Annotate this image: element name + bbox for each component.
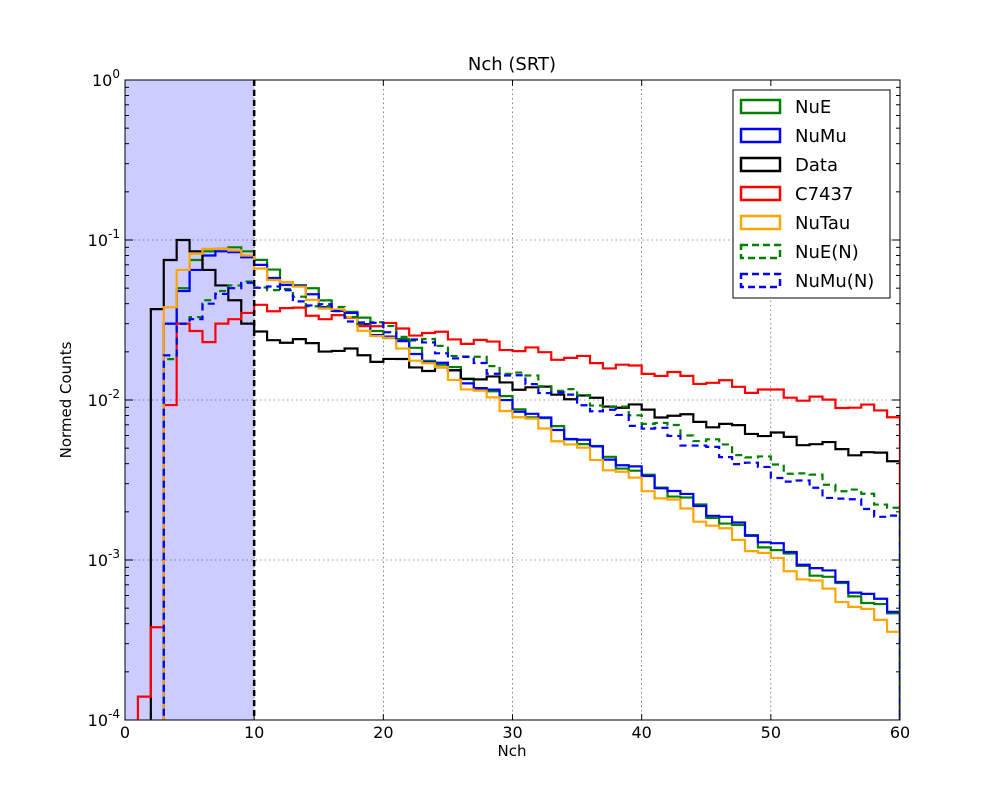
y-tick-label: 10-4 <box>88 707 120 730</box>
x-tick-label: 40 <box>631 723 651 742</box>
y-tick-label: 10-3 <box>88 547 120 570</box>
chart-title: Nch (SRT) <box>468 54 556 75</box>
legend-label: Data <box>795 155 838 176</box>
series-line-numun <box>162 281 900 720</box>
legend-swatch <box>739 156 782 173</box>
legend-box <box>732 89 891 299</box>
x-tick-label: 10 <box>244 723 264 742</box>
legend-label: NuTau <box>795 213 850 234</box>
series-line-data <box>149 238 900 720</box>
shaded-region <box>125 80 255 720</box>
y-tick-label: 10-1 <box>88 227 120 250</box>
legend-label: NuMu(N) <box>795 271 874 292</box>
legend-label: C7437 <box>795 184 853 205</box>
legend-swatch <box>739 98 782 115</box>
legend-swatch <box>739 272 782 289</box>
series-line-nuen <box>162 280 900 720</box>
series-line-nutau <box>162 247 900 720</box>
legend-swatch <box>739 243 782 260</box>
legend-swatch <box>739 214 782 231</box>
x-axis-label: Nch <box>498 742 527 760</box>
x-tick-label: 60 <box>890 723 910 742</box>
x-tick-label: 30 <box>502 723 522 742</box>
legend-label: NuE(N) <box>795 242 859 263</box>
legend-label: NuMu <box>795 126 847 147</box>
legend: NuE NuMu Data C7437 NuTau NuE(N) NuMu(N) <box>732 89 891 299</box>
x-tick-label: 0 <box>120 723 130 742</box>
y-tick-label: 10-2 <box>88 387 120 410</box>
y-tick-label: 100 <box>92 67 120 90</box>
legend-swatch <box>739 127 782 144</box>
x-tick-label: 20 <box>373 723 393 742</box>
legend-swatch <box>739 185 782 202</box>
legend-label: NuE <box>795 97 831 118</box>
y-axis-label: Normed Counts <box>57 341 75 458</box>
x-tick-label: 50 <box>761 723 781 742</box>
